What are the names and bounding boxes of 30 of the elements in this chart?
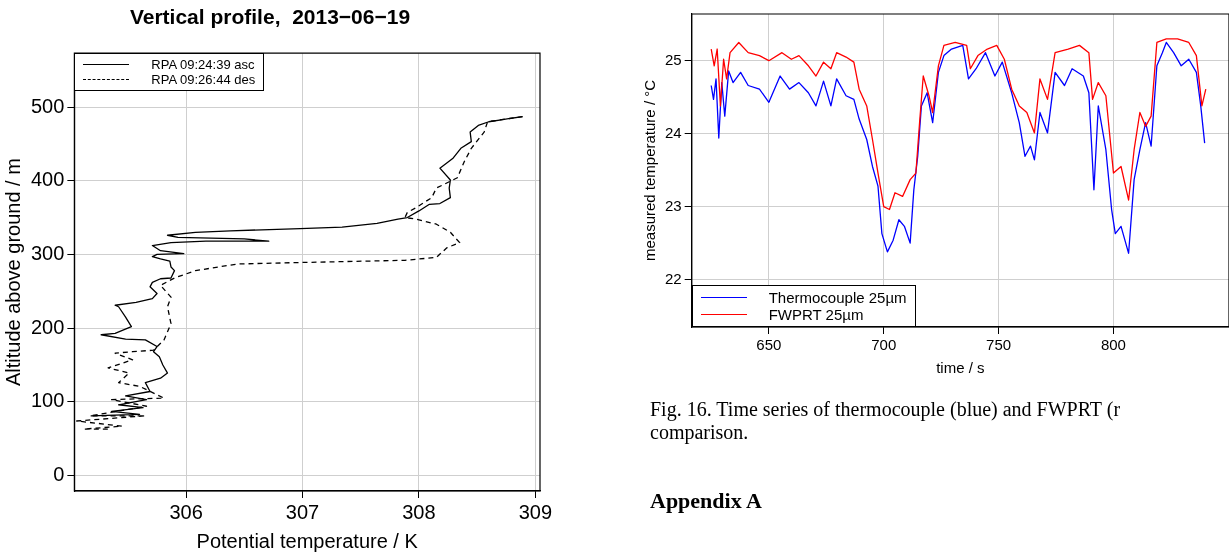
- text: Appendix A: [650, 488, 763, 514]
- legend-label: RPA 09:26:44 des: [151, 72, 256, 88]
- x-tick-label: 800: [1100, 336, 1126, 354]
- x-tick-label: 309: [518, 500, 553, 523]
- y-tick-label: 24: [665, 123, 682, 141]
- x-tick-label: 308: [402, 500, 436, 523]
- x-tick-label: 306: [169, 500, 203, 523]
- x-axis-title: time / s: [936, 359, 985, 377]
- caption: Fig. 16. Time series of thermocouple (blue) and FWPRT (r: [650, 398, 1121, 421]
- y-tick-label: 25: [665, 50, 682, 68]
- x-tick-label: 307: [285, 500, 320, 523]
- y-tick-label: 400: [30, 168, 65, 191]
- chart-title: Vertical profile, 2013−06−19: [129, 5, 411, 29]
- legend-label: FWPRT 25µm: [768, 306, 864, 323]
- y-tick-label: 0: [53, 463, 65, 486]
- x-axis-title: Potential temperature / K: [196, 529, 419, 552]
- legend-label: RPA 09:24:39 asc: [151, 57, 255, 73]
- y-axis-title: measured temperature / °C: [641, 79, 659, 262]
- x-tick-label: 650: [756, 336, 782, 354]
- y-tick-label: 23: [665, 196, 682, 214]
- legend-label: Thermocouple 25µm: [768, 289, 907, 306]
- x-tick-label: 700: [871, 336, 897, 354]
- y-tick-label: 22: [665, 269, 682, 287]
- y-tick-label: 500: [30, 94, 65, 117]
- y-axis-title: Altitude above ground / m: [1, 158, 24, 387]
- text: comparison.: [650, 421, 750, 444]
- y-tick-label: 300: [30, 241, 65, 264]
- y-tick-label: 100: [30, 389, 65, 412]
- y-tick-label: 200: [30, 315, 65, 338]
- x-tick-label: 750: [986, 336, 1012, 354]
